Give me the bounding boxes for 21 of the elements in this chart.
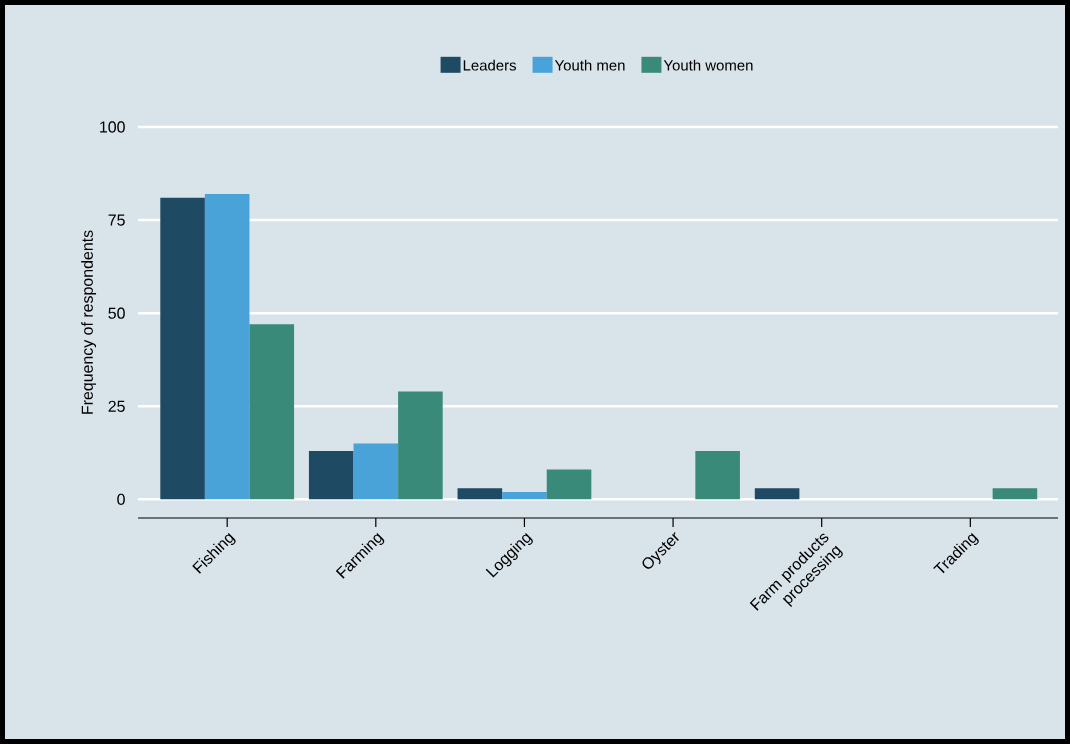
bar <box>308 450 354 500</box>
bar <box>457 488 503 500</box>
bar <box>695 450 740 500</box>
bar <box>398 391 443 500</box>
bar <box>249 324 295 500</box>
bar <box>502 491 547 500</box>
bar <box>160 197 205 500</box>
bar <box>992 488 1038 500</box>
y-tick-label: 75 <box>108 214 125 226</box>
bar <box>546 469 592 500</box>
bar <box>754 488 800 500</box>
legend-label: Leaders <box>463 59 517 71</box>
y-tick-label: 100 <box>100 121 125 133</box>
bar <box>353 443 399 500</box>
y-tick-label: 50 <box>108 307 125 319</box>
y-tick-label: 0 <box>117 493 125 506</box>
legend-label: Youth men <box>554 59 625 71</box>
y-tick-label: 25 <box>108 400 125 412</box>
y-axis-title: Frequency of respondents <box>81 230 97 414</box>
bar <box>204 194 250 500</box>
legend-label: Youth women <box>663 59 753 71</box>
